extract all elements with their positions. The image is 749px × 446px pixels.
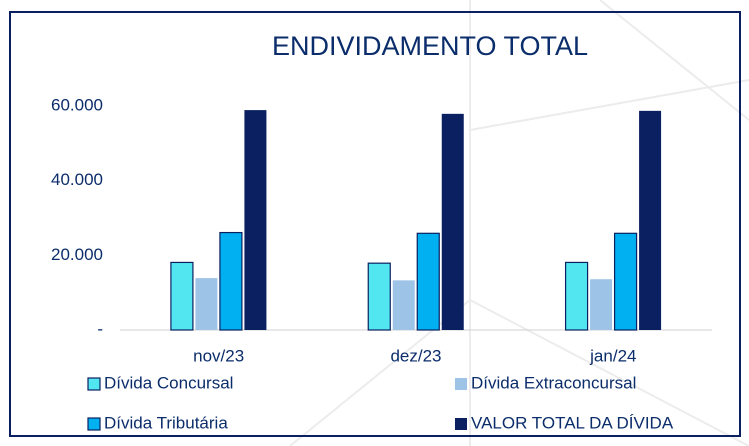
legend-swatch: [455, 418, 467, 430]
bar: [590, 279, 613, 330]
bar: [613, 232, 638, 331]
y-tick-label: 40.000: [51, 170, 103, 189]
bar: [195, 278, 218, 330]
y-tick-label: 20.000: [51, 245, 103, 264]
background-decoration: [289, 0, 749, 446]
legend-swatch: [87, 377, 101, 391]
bar: [639, 110, 662, 330]
x-tick-label: jan/24: [589, 346, 636, 365]
bar: [441, 113, 464, 330]
legend-label: Dívida Tributária: [104, 413, 228, 432]
bar: [170, 261, 194, 331]
legend-label: Dívida Concursal: [104, 373, 233, 392]
legend-label: VALOR TOTAL DA DÍVIDA: [471, 413, 674, 432]
bar: [219, 231, 243, 331]
x-tick-label: dez/23: [390, 346, 441, 365]
legend-swatch: [455, 378, 467, 390]
bar: [392, 280, 415, 330]
y-tick-label: -: [97, 319, 103, 338]
x-tick-label: nov/23: [193, 346, 244, 365]
chart-title: ENDIVIDAMENTO TOTAL: [272, 31, 588, 61]
legend-label: Dívida Extraconcursal: [471, 373, 636, 392]
y-tick-label: 60.000: [51, 95, 103, 114]
bar: [367, 262, 391, 331]
bar: [564, 261, 589, 331]
bar: [244, 110, 267, 331]
chart-frame: [9, 11, 741, 437]
legend-swatch: [87, 417, 101, 431]
bar: [416, 232, 440, 331]
